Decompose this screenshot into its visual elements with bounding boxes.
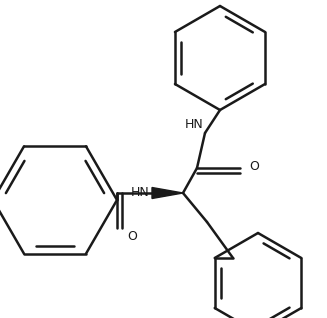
Text: O: O [249, 161, 259, 174]
Text: HN: HN [130, 185, 149, 198]
Polygon shape [152, 188, 183, 198]
Text: O: O [127, 230, 137, 243]
Text: HN: HN [184, 118, 203, 131]
